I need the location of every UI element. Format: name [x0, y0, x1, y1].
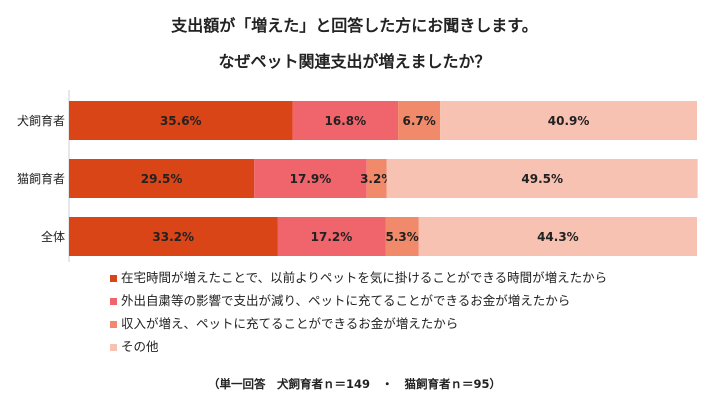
data-label: 44.3% — [537, 230, 579, 244]
bar-segment — [69, 159, 255, 198]
bar-segment — [398, 101, 441, 140]
bar-segment — [385, 217, 419, 256]
legend-item: その他 — [110, 337, 607, 357]
bar-segment — [254, 159, 367, 198]
bar-segment — [292, 101, 399, 140]
data-label: 40.9% — [548, 114, 590, 128]
data-label: 6.7% — [402, 114, 435, 128]
bar-segment — [366, 159, 387, 198]
legend-swatch — [110, 320, 117, 328]
legend-item: 在宅時間が増えたことで、以前よりペットを気に掛けることができる時間が増えたから — [110, 268, 607, 288]
legend-item: 外出自粛等の影響で支出が減り、ペットに充てることができるお金が増えたから — [110, 291, 607, 311]
bar-segment — [69, 101, 293, 140]
data-label: 3.2% — [360, 172, 393, 186]
data-label: 35.6% — [160, 114, 202, 128]
bar-segment — [418, 217, 697, 256]
legend-label: 外出自粛等の影響で支出が減り、ペットに充てることができるお金が増えたから — [121, 293, 571, 308]
data-label: 17.9% — [290, 172, 332, 186]
chart-title-line2: なぜペット関連支出が増えましたか？ — [218, 52, 491, 71]
data-label: 33.2% — [152, 230, 194, 244]
bar-segment — [69, 217, 278, 256]
legend-label: 在宅時間が増えたことで、以前よりペットを気に掛けることができる時間が増えたから — [121, 270, 608, 285]
data-label: 5.3% — [386, 230, 419, 244]
category-label: 全体 — [41, 229, 65, 244]
legend: 在宅時間が増えたことで、以前よりペットを気に掛けることができる時間が増えたから外… — [110, 268, 607, 360]
legend-swatch — [110, 297, 117, 305]
data-label: 29.5% — [141, 172, 183, 186]
data-label: 49.5% — [521, 172, 563, 186]
legend-item: 収入が増え、ペットに充てることができるお金が増えたから — [110, 314, 607, 334]
bar-segment — [440, 101, 697, 140]
data-label: 17.2% — [311, 230, 353, 244]
bar-segment — [386, 159, 698, 198]
footnote: （単一回答 犬飼育者ｎ＝149 ・ 猫飼育者ｎ＝95） — [207, 377, 501, 391]
legend-label: 収入が増え、ペットに充てることができるお金が増えたから — [121, 316, 459, 331]
legend-label: その他 — [121, 339, 159, 354]
chart-title-line1: 支出額が「増えた」と回答した方にお聞きします。 — [171, 16, 538, 35]
data-label: 16.8% — [324, 114, 366, 128]
category-label: 犬飼育者 — [17, 113, 65, 128]
bar-segment — [277, 217, 386, 256]
legend-swatch — [110, 343, 117, 351]
legend-swatch — [110, 274, 117, 282]
category-label: 猫飼育者 — [17, 171, 65, 186]
